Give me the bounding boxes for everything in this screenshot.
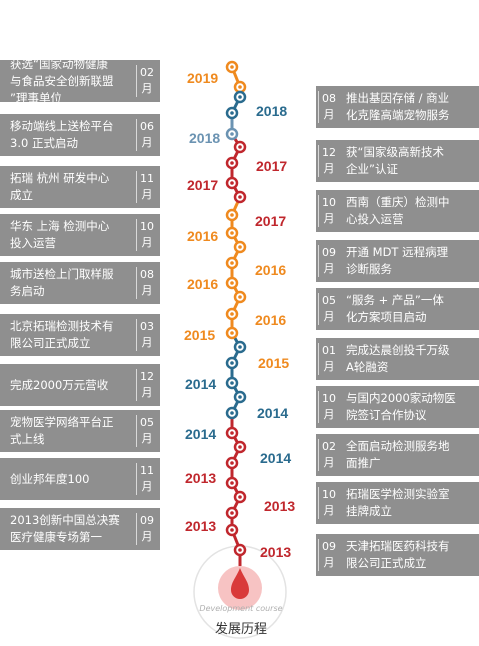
milestone-text: 全面启动检测服务地 面推广 <box>346 439 450 470</box>
left-milestone-card: 拓瑞 杭州 研发中心 成立 11 月 <box>0 166 160 208</box>
right-milestone-card: 与国内2000家动物医 院签订合作协议 10 月 <box>316 386 479 428</box>
left-milestone-card: 2013创新中国总决赛 医疗健康专场第一 09 月 <box>0 508 160 550</box>
right-milestone-card: 拓瑞医学检测实验室 挂牌成立 10 月 <box>316 482 479 524</box>
milestone-text: 推出基因存储 / 商业 化克隆高端宠物服务 <box>346 91 450 122</box>
milestone-text: 天津拓瑞医药科技有 限公司正式成立 <box>346 539 450 570</box>
left-milestone-card: 创业邦年度100 11 月 <box>0 458 160 500</box>
year-label: 2014 <box>185 376 217 392</box>
milestone-month: 05 月 <box>318 293 339 325</box>
milestone-month: 10 月 <box>318 391 339 423</box>
year-label: 2014 <box>260 450 292 466</box>
milestone-month: 02 月 <box>318 439 339 471</box>
right-milestone-card: 西南（重庆）检测中 心投入运营 10 月 <box>316 190 479 232</box>
milestone-text: 开通 MDT 远程病理 诊断服务 <box>346 245 449 276</box>
milestone-text: 华东 上海 检测中心 投入运营 <box>10 219 110 250</box>
milestone-month: 09 月 <box>318 245 339 277</box>
right-milestone-card: 完成达晨创投千万级 A轮融资 01 月 <box>316 338 479 380</box>
year-label: 2013 <box>185 518 217 534</box>
year-label: 2018 <box>256 103 288 119</box>
milestone-text: 完成达晨创投千万级 A轮融资 <box>346 343 450 374</box>
milestone-month: 11 月 <box>136 171 157 203</box>
left-milestone-card: 城市送检上门取样服 务启动 08 月 <box>0 262 160 304</box>
milestone-text: 拓瑞 杭州 研发中心 成立 <box>10 171 110 202</box>
milestone-text: 2013创新中国总决赛 医疗健康专场第一 <box>10 513 120 544</box>
milestone-month: 10 月 <box>318 487 339 519</box>
year-label: 2013 <box>260 544 292 560</box>
milestone-text: 获选“国家动物健康 与食品安全创新联盟 ”理事单位 <box>10 56 114 105</box>
year-label: 2013 <box>264 498 296 514</box>
milestone-text: 西南（重庆）检测中 心投入运营 <box>346 195 450 226</box>
left-milestone-card: 北京拓瑞检测技术有 限公司正式成立 03 月 <box>0 314 160 356</box>
year-label: 2017 <box>187 177 219 193</box>
milestone-month: 09 月 <box>136 513 157 545</box>
milestone-text: “服务 + 产品”一体 化方案项目启动 <box>346 293 444 324</box>
milestone-month: 08 月 <box>318 91 339 123</box>
year-label: 2014 <box>185 426 217 442</box>
badge-title: 发展历程 <box>214 622 267 637</box>
left-milestone-card: 华东 上海 检测中心 投入运营 10 月 <box>0 214 160 256</box>
milestone-month: 05 月 <box>136 415 157 447</box>
year-label: 2016 <box>255 312 287 328</box>
milestone-text: 与国内2000家动物医 院签订合作协议 <box>346 391 456 422</box>
year-label: 2013 <box>185 470 217 486</box>
right-milestone-card: “服务 + 产品”一体 化方案项目启动 05 月 <box>316 288 479 330</box>
year-label: 2017 <box>255 213 287 229</box>
milestone-text: 获“国家级高新技术 企业”认证 <box>346 145 444 176</box>
milestone-month: 03 月 <box>136 319 157 351</box>
year-label: 2016 <box>187 276 219 292</box>
left-milestone-card: 获选“国家动物健康 与食品安全创新联盟 ”理事单位 02 月 <box>0 56 160 105</box>
milestone-month: 10 月 <box>318 195 339 227</box>
milestone-text: 完成2000万元营收 <box>10 377 109 392</box>
milestone-text: 创业邦年度100 <box>10 471 90 486</box>
right-milestone-card: 推出基因存储 / 商业 化克隆高端宠物服务 08 月 <box>316 86 479 128</box>
year-label: 2016 <box>255 262 287 278</box>
milestone-month: 12 月 <box>318 145 339 177</box>
right-milestone-card: 全面启动检测服务地 面推广 02 月 <box>316 434 479 476</box>
milestone-month: 01 月 <box>318 343 339 375</box>
milestone-text: 北京拓瑞检测技术有 限公司正式成立 <box>10 319 114 350</box>
milestone-text: 移动端线上送检平台 3.0 正式启动 <box>10 119 114 150</box>
year-label: 2019 <box>187 70 219 86</box>
right-milestone-card: 获“国家级高新技术 企业”认证 12 月 <box>316 140 479 182</box>
milestone-month: 06 月 <box>136 119 157 151</box>
badge-english-label: Development course <box>199 604 283 613</box>
milestone-month: 11 月 <box>136 463 157 495</box>
milestone-month: 10 月 <box>136 219 157 251</box>
left-milestone-card: 宠物医学网络平台正 式上线 05 月 <box>0 410 160 452</box>
left-milestone-card: 完成2000万元营收 12 月 <box>0 364 160 406</box>
year-label: 2014 <box>257 405 289 421</box>
right-milestone-card: 天津拓瑞医药科技有 限公司正式成立 09 月 <box>316 534 479 576</box>
milestone-text: 宠物医学网络平台正 式上线 <box>10 415 114 446</box>
milestone-month: 09 月 <box>318 539 339 571</box>
milestone-month: 02 月 <box>136 65 157 97</box>
milestone-month: 08 月 <box>136 267 157 299</box>
year-label: 2015 <box>184 327 216 343</box>
milestone-text: 城市送检上门取样服 务启动 <box>10 267 114 298</box>
year-label: 2015 <box>258 355 290 371</box>
milestone-month: 12 月 <box>136 369 157 401</box>
milestone-text: 拓瑞医学检测实验室 挂牌成立 <box>346 487 450 518</box>
year-label: 2016 <box>187 228 219 244</box>
left-milestone-card: 移动端线上送检平台 3.0 正式启动 06 月 <box>0 114 160 156</box>
year-label: 2017 <box>256 158 288 174</box>
year-label: 2018 <box>189 130 221 146</box>
right-milestone-card: 开通 MDT 远程病理 诊断服务 09 月 <box>316 240 479 282</box>
